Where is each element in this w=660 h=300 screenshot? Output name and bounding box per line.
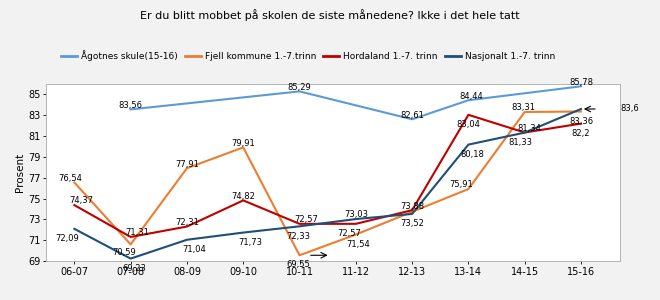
Text: 76,54: 76,54 (58, 174, 82, 183)
Nasjonalt 1.-7. trinn (183, 238, 191, 242)
Text: 83,31: 83,31 (512, 103, 535, 112)
Nasjonalt 1.-7. trinn (521, 131, 529, 134)
Nasjonalt 1.-7. trinn (127, 257, 135, 260)
Line: Nasjonalt 1.-7. trinn: Nasjonalt 1.-7. trinn (75, 109, 581, 259)
Hordaland 1.-7. trinn (352, 222, 360, 226)
Text: 72,31: 72,31 (175, 218, 199, 227)
Fjell kommune 1.-7.trinn (577, 110, 585, 113)
Nasjonalt 1.-7. trinn (577, 107, 585, 111)
Ågotnes skule(15-16) (296, 90, 304, 93)
Text: 74,37: 74,37 (69, 196, 93, 206)
Legend: Ågotnes skule(15-16), Fjell kommune 1.-7.trinn, Hordaland 1.-7. trinn, Nasjonalt: Ågotnes skule(15-16), Fjell kommune 1.-7… (57, 46, 558, 64)
Text: 73,03: 73,03 (344, 210, 368, 219)
Text: 82,2: 82,2 (572, 129, 590, 138)
Hordaland 1.-7. trinn (71, 203, 79, 207)
Ågotnes skule(15-16) (408, 118, 416, 121)
Fjell kommune 1.-7.trinn (465, 187, 473, 191)
Text: 83,6: 83,6 (620, 104, 639, 113)
Text: 71,54: 71,54 (346, 240, 370, 249)
Text: 85,29: 85,29 (288, 83, 312, 92)
Text: 72,57: 72,57 (337, 229, 361, 238)
Text: 72,09: 72,09 (55, 234, 79, 243)
Fjell kommune 1.-7.trinn (296, 254, 304, 257)
Text: 72,57: 72,57 (294, 215, 318, 224)
Text: 72,33: 72,33 (286, 232, 310, 241)
Text: 73,88: 73,88 (400, 202, 424, 211)
Hordaland 1.-7. trinn (296, 222, 304, 226)
Text: 77,91: 77,91 (175, 160, 199, 169)
Text: 81,33: 81,33 (509, 138, 533, 147)
Fjell kommune 1.-7.trinn (352, 233, 360, 236)
Text: 83,56: 83,56 (119, 101, 143, 110)
Text: 69,55: 69,55 (286, 260, 310, 269)
Text: 75,91: 75,91 (449, 180, 473, 189)
Line: Ågotnes skule(15-16): Ågotnes skule(15-16) (131, 86, 581, 119)
Nasjonalt 1.-7. trinn (465, 143, 473, 146)
Line: Fjell kommune 1.-7.trinn: Fjell kommune 1.-7.trinn (75, 112, 581, 255)
Nasjonalt 1.-7. trinn (352, 217, 360, 221)
Hordaland 1.-7. trinn (240, 199, 248, 202)
Fjell kommune 1.-7.trinn (183, 167, 191, 170)
Ågotnes skule(15-16) (465, 98, 473, 102)
Hordaland 1.-7. trinn (577, 122, 585, 125)
Hordaland 1.-7. trinn (521, 131, 529, 134)
Text: 79,91: 79,91 (232, 139, 255, 148)
Text: 69,23: 69,23 (123, 264, 147, 273)
Nasjonalt 1.-7. trinn (71, 227, 79, 231)
Text: 82,61: 82,61 (400, 111, 424, 120)
Hordaland 1.-7. trinn (465, 113, 473, 117)
Hordaland 1.-7. trinn (408, 208, 416, 212)
Text: 71,04: 71,04 (182, 245, 206, 254)
Fjell kommune 1.-7.trinn (240, 146, 248, 149)
Text: Er du blitt mobbet på skolen de siste månedene? Ikke i det hele tatt: Er du blitt mobbet på skolen de siste må… (140, 9, 520, 21)
Ågotnes skule(15-16) (127, 108, 135, 111)
Fjell kommune 1.-7.trinn (521, 110, 529, 114)
Text: 73,52: 73,52 (400, 219, 424, 228)
Text: 70,59: 70,59 (112, 248, 135, 257)
Nasjonalt 1.-7. trinn (408, 212, 416, 216)
Text: 83,04: 83,04 (457, 120, 480, 129)
Text: 74,82: 74,82 (231, 192, 255, 201)
Hordaland 1.-7. trinn (127, 235, 135, 239)
Text: 85,78: 85,78 (569, 78, 593, 87)
Text: 71,31: 71,31 (125, 228, 150, 237)
Fjell kommune 1.-7.trinn (71, 181, 79, 184)
Fjell kommune 1.-7.trinn (127, 243, 135, 246)
Hordaland 1.-7. trinn (183, 225, 191, 228)
Text: 71,73: 71,73 (238, 238, 262, 247)
Text: 83,36: 83,36 (569, 117, 593, 126)
Text: 84,44: 84,44 (459, 92, 483, 100)
Text: 80,18: 80,18 (461, 150, 484, 159)
Text: 81,34: 81,34 (517, 124, 541, 133)
Nasjonalt 1.-7. trinn (296, 224, 304, 228)
Y-axis label: Prosent: Prosent (15, 153, 25, 192)
Ågotnes skule(15-16) (577, 85, 585, 88)
Nasjonalt 1.-7. trinn (240, 231, 248, 234)
Line: Hordaland 1.-7. trinn: Hordaland 1.-7. trinn (75, 115, 581, 237)
